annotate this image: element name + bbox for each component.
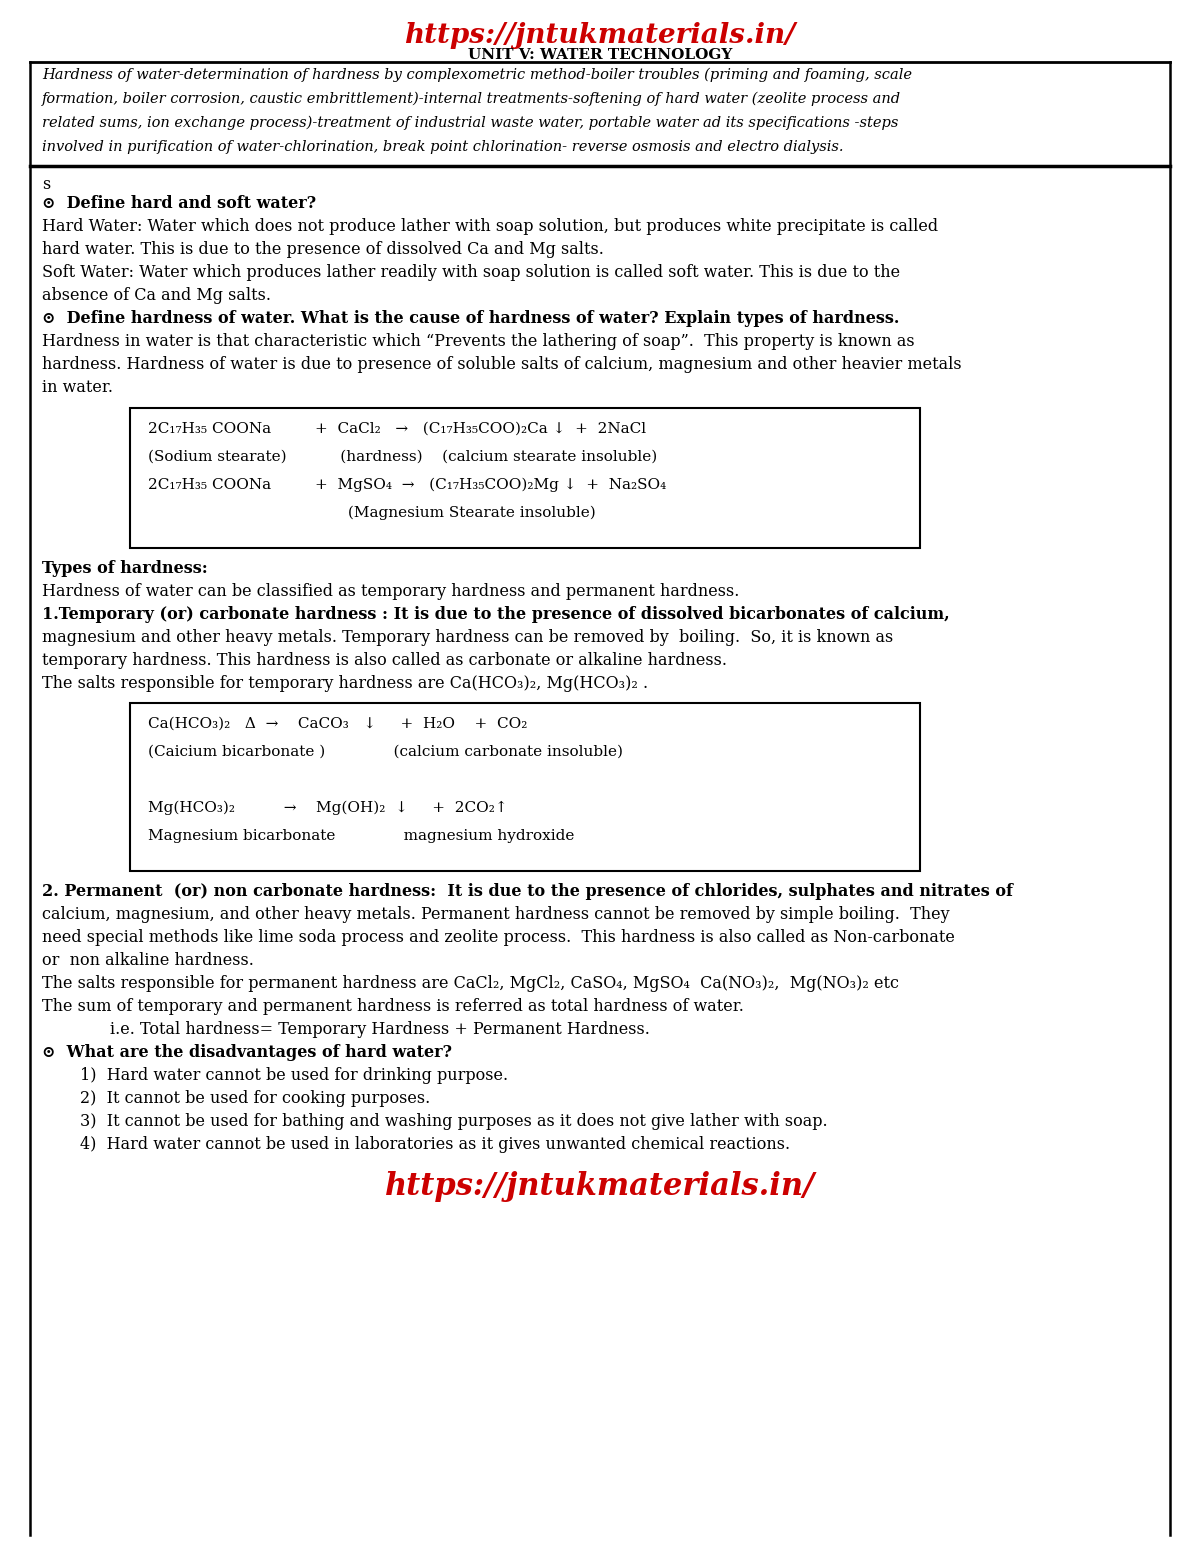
Text: (Sodium stearate)           (hardness)    (calcium stearate insoluble): (Sodium stearate) (hardness) (calcium st… [148, 450, 658, 464]
Text: The salts responsible for temporary hardness are Ca(HCO₃)₂, Mg(HCO₃)₂ .: The salts responsible for temporary hard… [42, 676, 648, 693]
Text: The salts responsible for permanent hardness are CaCl₂, MgCl₂, CaSO₄, MgSO₄  Ca(: The salts responsible for permanent hard… [42, 975, 899, 992]
Text: Hardness of water-determination of hardness by complexometric method-boiler trou: Hardness of water-determination of hardn… [42, 68, 912, 82]
Text: (Magnesium Stearate insoluble): (Magnesium Stearate insoluble) [148, 506, 595, 520]
Text: 4)  Hard water cannot be used in laboratories as it gives unwanted chemical reac: 4) Hard water cannot be used in laborato… [80, 1135, 790, 1152]
Text: related sums, ion exchange process)-treatment of industrial waste water, portabl: related sums, ion exchange process)-trea… [42, 116, 899, 130]
Text: UNIT V: WATER TECHNOLOGY: UNIT V: WATER TECHNOLOGY [468, 48, 732, 62]
Text: 1.Temporary (or) carbonate hardness : It is due to the presence of dissolved bic: 1.Temporary (or) carbonate hardness : It… [42, 606, 949, 623]
Text: ⊙  Define hard and soft water?: ⊙ Define hard and soft water? [42, 196, 316, 213]
Text: (Caicium bicarbonate )              (calcium carbonate insoluble): (Caicium bicarbonate ) (calcium carbonat… [148, 745, 623, 759]
Text: hard water. This is due to the presence of dissolved Ca and Mg salts.: hard water. This is due to the presence … [42, 241, 604, 258]
Text: Hardness in water is that characteristic which “Prevents the lathering of soap”.: Hardness in water is that characteristic… [42, 332, 914, 349]
Text: i.e. Total hardness= Temporary Hardness + Permanent Hardness.: i.e. Total hardness= Temporary Hardness … [110, 1020, 650, 1037]
Text: hardness. Hardness of water is due to presence of soluble salts of calcium, magn: hardness. Hardness of water is due to pr… [42, 356, 961, 373]
Text: or  non alkaline hardness.: or non alkaline hardness. [42, 952, 254, 969]
Text: https://jntukmaterials.in/: https://jntukmaterials.in/ [385, 1171, 815, 1202]
Text: Hardness of water can be classified as temporary hardness and permanent hardness: Hardness of water can be classified as t… [42, 582, 739, 599]
Text: ⊙  Define hardness of water. What is the cause of hardness of water? Explain typ: ⊙ Define hardness of water. What is the … [42, 311, 899, 328]
Text: calcium, magnesium, and other heavy metals. Permanent hardness cannot be removed: calcium, magnesium, and other heavy meta… [42, 905, 949, 922]
Text: 2. Permanent  (or) non carbonate hardness:  It is due to the presence of chlorid: 2. Permanent (or) non carbonate hardness… [42, 884, 1013, 901]
Text: s: s [42, 175, 50, 193]
Text: absence of Ca and Mg salts.: absence of Ca and Mg salts. [42, 287, 271, 304]
Text: https://jntukmaterials.in/: https://jntukmaterials.in/ [404, 22, 796, 50]
Text: The sum of temporary and permanent hardness is referred as total hardness of wat: The sum of temporary and permanent hardn… [42, 999, 744, 1016]
Text: formation, boiler corrosion, caustic embrittlement)-internal treatments-softenin: formation, boiler corrosion, caustic emb… [42, 92, 901, 107]
Text: need special methods like lime soda process and zeolite process.  This hardness : need special methods like lime soda proc… [42, 929, 955, 946]
Text: 2C₁₇H₃₅ COONa         +  CaCl₂   →   (C₁₇H₃₅COO)₂Ca ↓  +  2NaCl: 2C₁₇H₃₅ COONa + CaCl₂ → (C₁₇H₃₅COO)₂Ca ↓… [148, 422, 646, 436]
Text: 3)  It cannot be used for bathing and washing purposes as it does not give lathe: 3) It cannot be used for bathing and was… [80, 1114, 828, 1131]
Text: 2)  It cannot be used for cooking purposes.: 2) It cannot be used for cooking purpose… [80, 1090, 431, 1107]
Text: Mg(HCO₃)₂          →    Mg(OH)₂  ↓     +  2CO₂↑: Mg(HCO₃)₂ → Mg(OH)₂ ↓ + 2CO₂↑ [148, 801, 508, 815]
Text: ⊙  What are the disadvantages of hard water?: ⊙ What are the disadvantages of hard wat… [42, 1044, 452, 1061]
Text: Hard Water: Water which does not produce lather with soap solution, but produces: Hard Water: Water which does not produce… [42, 217, 938, 235]
Text: Types of hardness:: Types of hardness: [42, 561, 208, 578]
Text: 1)  Hard water cannot be used for drinking purpose.: 1) Hard water cannot be used for drinkin… [80, 1067, 508, 1084]
Text: 2C₁₇H₃₅ COONa         +  MgSO₄  →   (C₁₇H₃₅COO)₂Mg ↓  +  Na₂SO₄: 2C₁₇H₃₅ COONa + MgSO₄ → (C₁₇H₃₅COO)₂Mg ↓… [148, 478, 666, 492]
Text: magnesium and other heavy metals. Temporary hardness can be removed by  boiling.: magnesium and other heavy metals. Tempor… [42, 629, 893, 646]
Bar [130, 408, 920, 548]
Text: Ca(HCO₃)₂   Δ  →    CaCO₃   ↓     +  H₂O    +  CO₂: Ca(HCO₃)₂ Δ → CaCO₃ ↓ + H₂O + CO₂ [148, 717, 527, 731]
Text: Magnesium bicarbonate              magnesium hydroxide: Magnesium bicarbonate magnesium hydroxid… [148, 829, 575, 843]
Text: Soft Water: Water which produces lather readily with soap solution is called sof: Soft Water: Water which produces lather … [42, 264, 900, 281]
Text: in water.: in water. [42, 379, 113, 396]
Text: temporary hardness. This hardness is also called as carbonate or alkaline hardne: temporary hardness. This hardness is als… [42, 652, 727, 669]
Bar [130, 704, 920, 871]
Text: involved in purification of water-chlorination, break point chlorination- revers: involved in purification of water-chlori… [42, 140, 844, 154]
